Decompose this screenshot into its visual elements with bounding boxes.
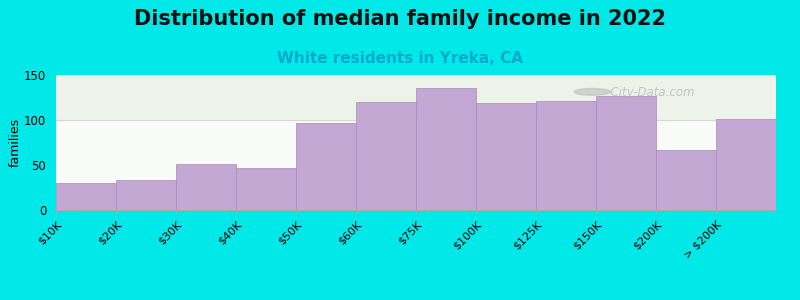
Text: Distribution of median family income in 2022: Distribution of median family income in …: [134, 9, 666, 29]
Bar: [416, 88, 476, 210]
Bar: [56, 183, 116, 210]
Bar: [56, 75, 776, 120]
Text: City-Data.com: City-Data.com: [603, 86, 695, 99]
Y-axis label: families: families: [8, 118, 22, 167]
Bar: [236, 168, 296, 210]
Bar: [656, 150, 716, 210]
Bar: [356, 102, 416, 210]
Bar: [536, 101, 596, 210]
Text: White residents in Yreka, CA: White residents in Yreka, CA: [277, 51, 523, 66]
Bar: [296, 123, 356, 210]
Bar: [176, 164, 236, 210]
Bar: [476, 103, 536, 210]
Bar: [56, 120, 776, 210]
Bar: [716, 119, 776, 210]
Bar: [116, 180, 176, 210]
Circle shape: [574, 88, 610, 95]
Bar: [596, 96, 656, 210]
